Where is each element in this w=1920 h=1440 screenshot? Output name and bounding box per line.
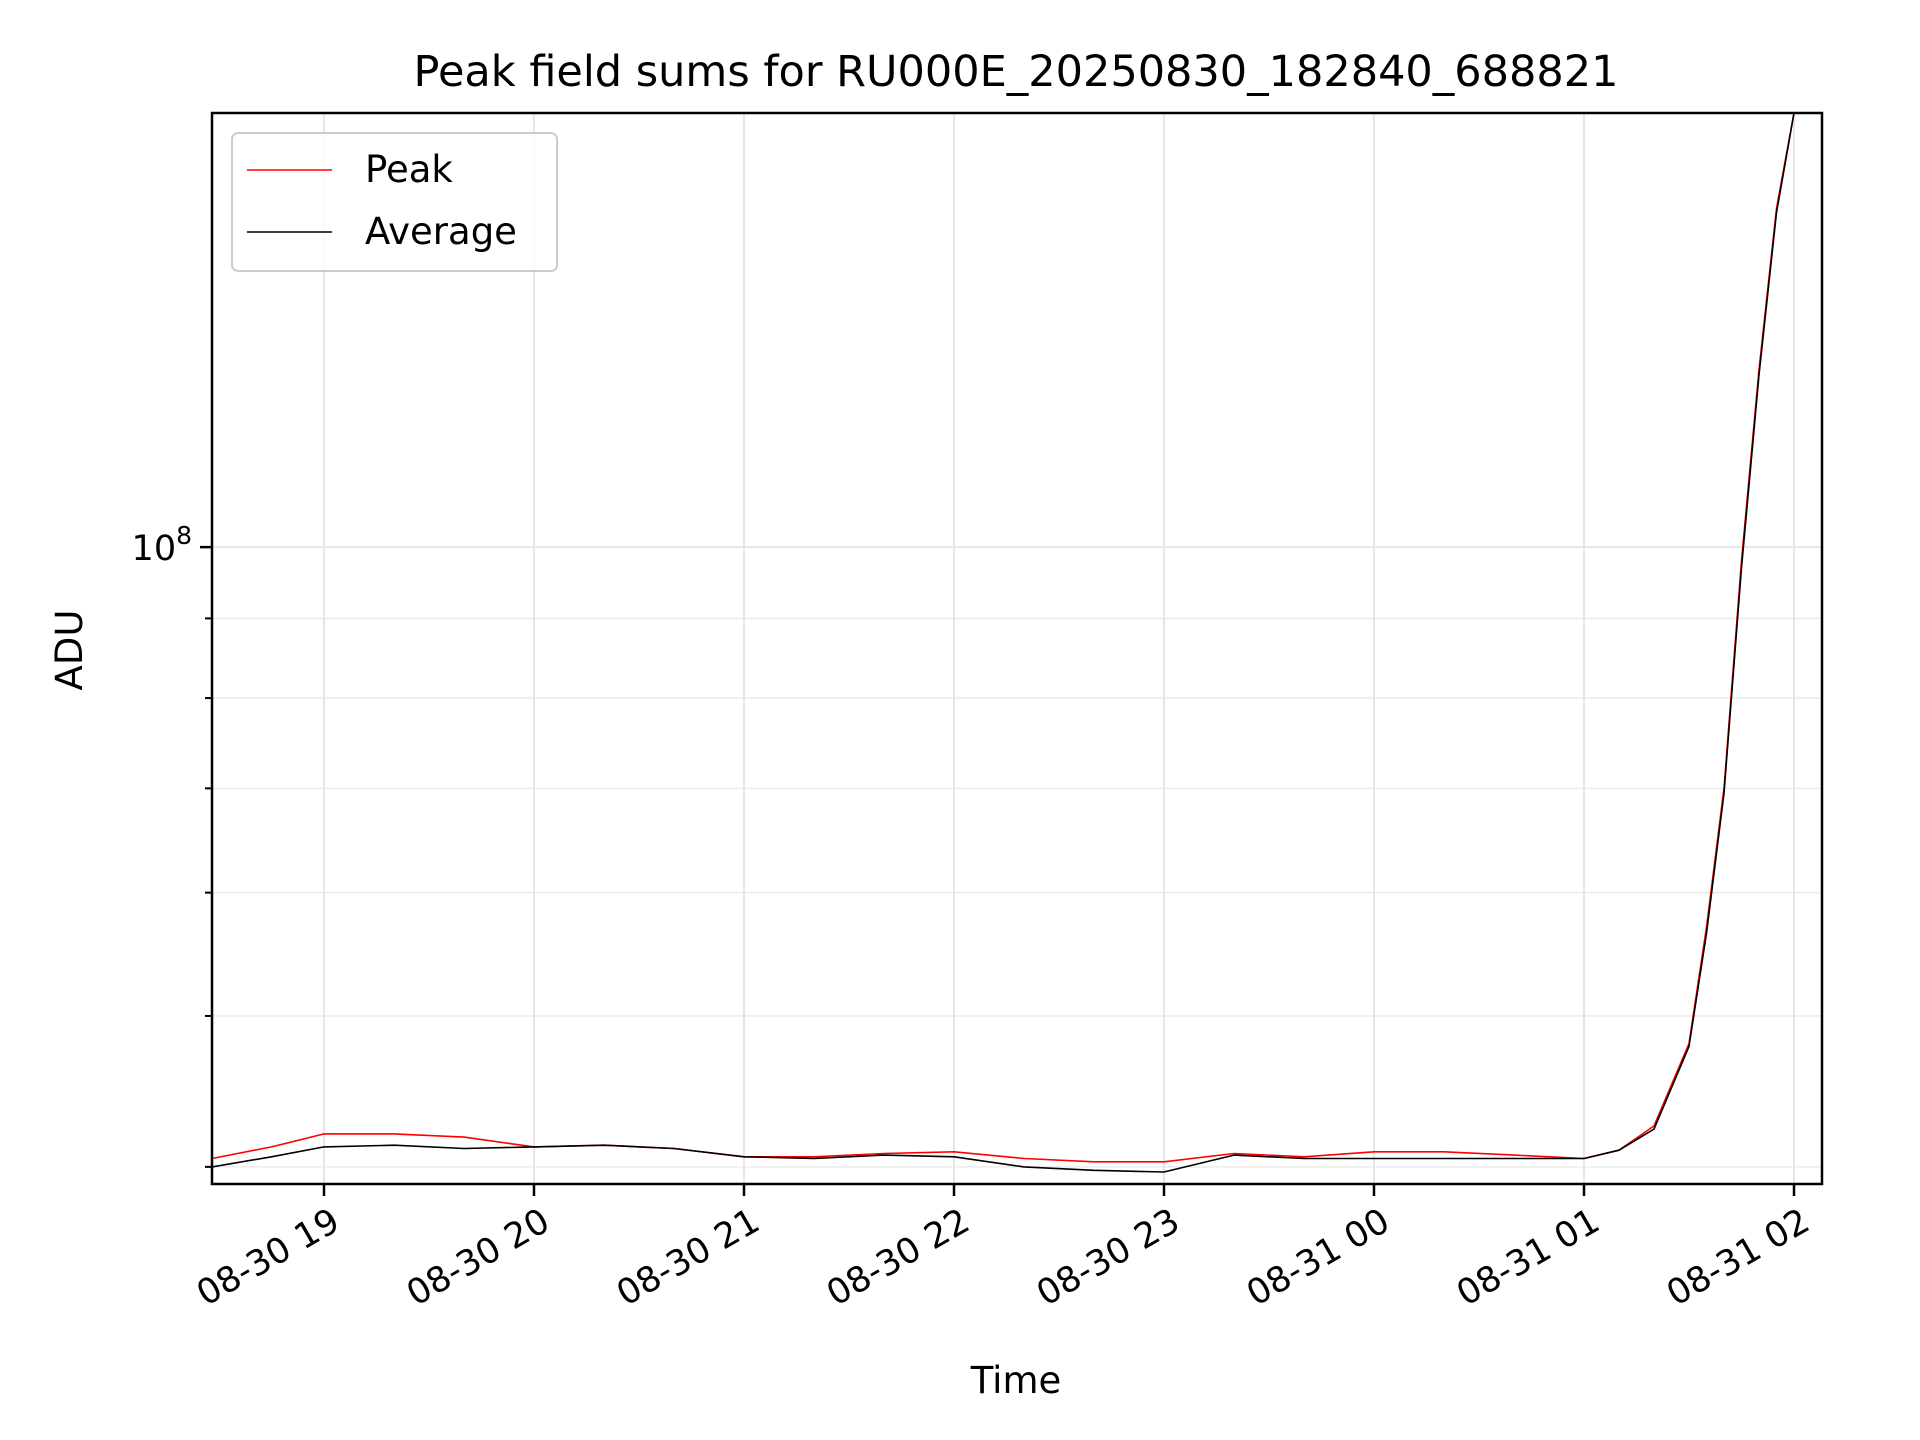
legend-peak-label: Peak (365, 148, 453, 191)
legend: Peak Average (231, 132, 558, 272)
series-line-average (211, 112, 1795, 1173)
grid (212, 113, 1822, 1184)
x-axis-label: Time (970, 1359, 1062, 1402)
y-tick-label: 108 (132, 521, 192, 569)
axes-frame (210, 111, 1824, 1186)
y-axis-label: ADU (48, 610, 91, 691)
legend-frame (231, 132, 558, 272)
chart-title: Peak field sums for RU000E_20250830_1828… (414, 47, 1619, 97)
plot-area (211, 112, 1795, 1173)
legend-average-label: Average (365, 210, 517, 253)
